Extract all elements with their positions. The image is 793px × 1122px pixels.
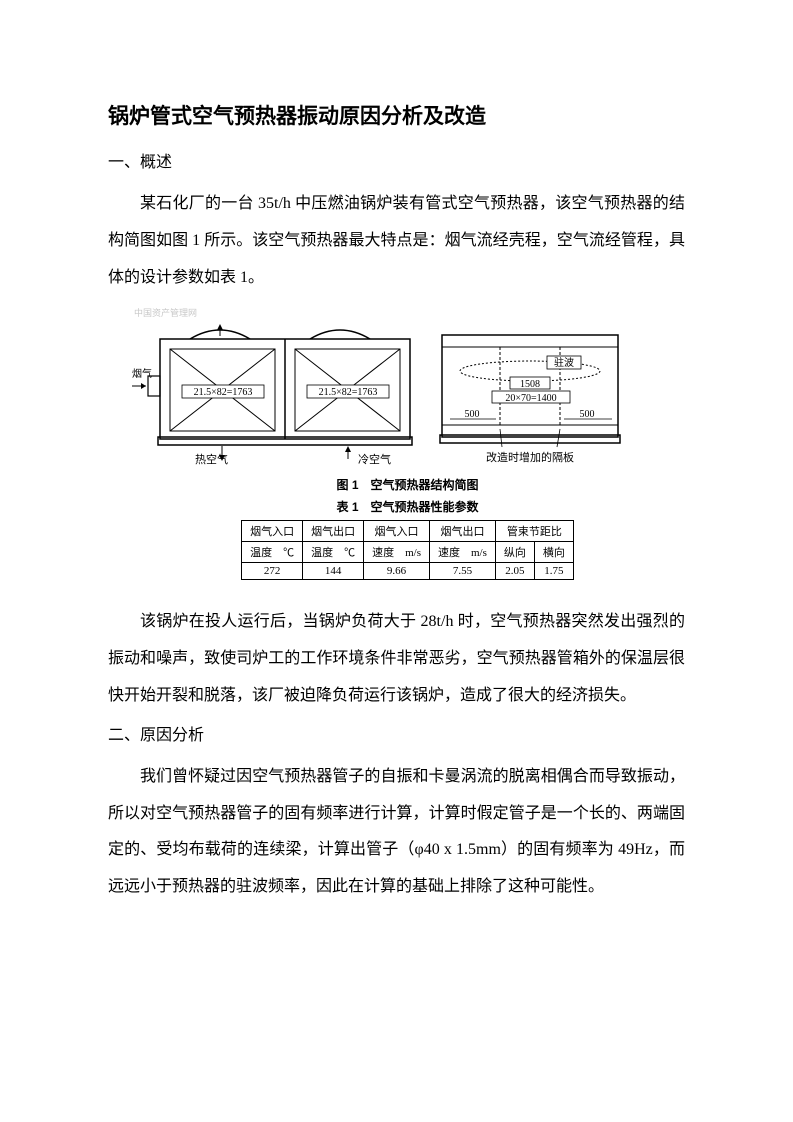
label-1508: 1508 — [520, 379, 540, 390]
figure-area: 中国资产管理网 21.5×82=1763 — [130, 306, 685, 580]
diagrams-row: 21.5×82=1763 21.5×82=1763 烟气 热空气 冷空气 — [130, 321, 685, 466]
table-row: 温度 ℃ 温度 ℃ 速度 m/s 速度 m/s 纵向 横向 — [242, 542, 574, 563]
td: 9.66 — [364, 563, 430, 580]
th: 烟气入口 — [242, 521, 303, 542]
td: 144 — [303, 563, 364, 580]
hot-air-label: 热空气 — [195, 452, 228, 466]
td: 2.05 — [495, 563, 534, 580]
section1-heading: 一、概述 — [108, 148, 685, 172]
section2-heading: 二、原因分析 — [108, 721, 685, 745]
td: 7.55 — [430, 563, 496, 580]
th: 横向 — [534, 542, 573, 563]
th: 烟气出口 — [430, 521, 496, 542]
th: 纵向 — [495, 542, 534, 563]
right-diagram: 驻波 1508 20×70=1400 500 500 改造时增加的隔板 — [432, 321, 632, 466]
label-500b: 500 — [580, 409, 595, 420]
th: 速度 m/s — [364, 542, 430, 563]
watermark-text: 中国资产管理网 — [134, 306, 685, 319]
th: 烟气出口 — [303, 521, 364, 542]
left-diagram: 21.5×82=1763 21.5×82=1763 烟气 热空气 冷空气 — [130, 321, 420, 466]
label-calc: 20×70=1400 — [505, 393, 556, 404]
yanqi-label: 烟气 — [132, 367, 152, 380]
section1-paragraph1: 某石化厂的一台 35t/h 中压燃油锅炉装有管式空气预热器，该空气预热器的结构简… — [108, 186, 685, 296]
label-500a: 500 — [465, 409, 480, 420]
section2-paragraph1: 我们曾怀疑过因空气预热器管子的自振和卡曼涡流的脱离相偶合而导致振动，所以对空气预… — [108, 759, 685, 906]
td: 272 — [242, 563, 303, 580]
page-title: 锅炉管式空气预热器振动原因分析及改造 — [108, 100, 685, 130]
table-row: 烟气入口 烟气出口 烟气入口 烟气出口 管束节距比 — [242, 521, 574, 542]
section1-paragraph2: 该锅炉在投人运行后，当锅炉负荷大于 28t/h 时，空气预热器突然发出强烈的振动… — [108, 604, 685, 714]
wave-label: 驻波 — [554, 356, 574, 369]
spec-table: 烟气入口 烟气出口 烟气入口 烟气出口 管束节距比 温度 ℃ 温度 ℃ 速度 m… — [241, 520, 574, 580]
cold-air-label: 冷空气 — [358, 452, 391, 466]
th: 速度 m/s — [430, 542, 496, 563]
th: 管束节距比 — [495, 521, 573, 542]
captions: 图 1 空气预热器结构简图 表 1 空气预热器性能参数 — [130, 476, 685, 515]
box1-label: 21.5×82=1763 — [194, 387, 253, 398]
th: 温度 ℃ — [303, 542, 364, 563]
th: 温度 ℃ — [242, 542, 303, 563]
table-row: 272 144 9.66 7.55 2.05 1.75 — [242, 563, 574, 580]
td: 1.75 — [534, 563, 573, 580]
th: 烟气入口 — [364, 521, 430, 542]
box2-label: 21.5×82=1763 — [319, 387, 378, 398]
figure-caption: 图 1 空气预热器结构简图 — [130, 476, 685, 493]
partition-note: 改造时增加的隔板 — [486, 450, 574, 464]
table-caption: 表 1 空气预热器性能参数 — [130, 498, 685, 515]
